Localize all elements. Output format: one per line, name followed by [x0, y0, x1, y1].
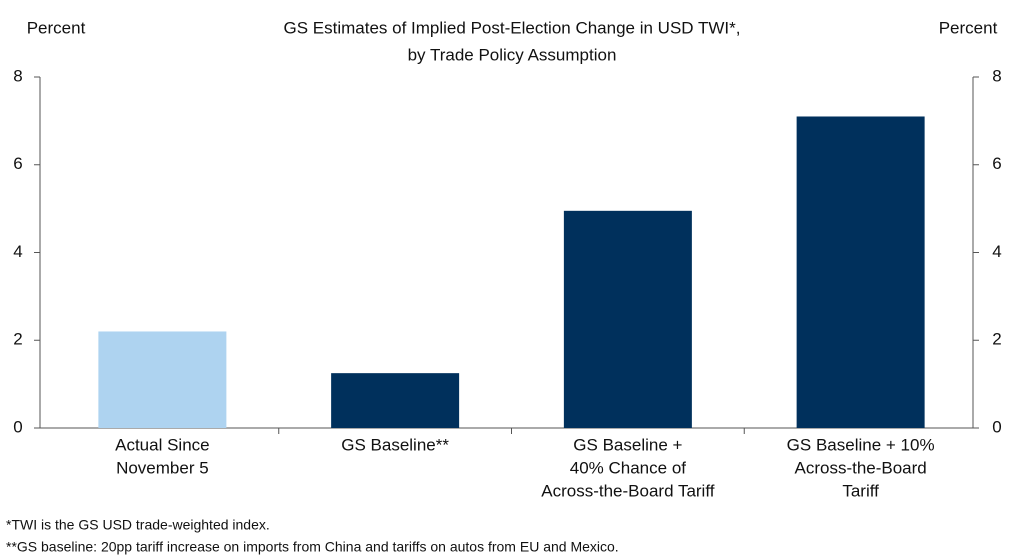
x-tick-label: GS Baseline + 10%: [787, 435, 935, 454]
x-tick-label: Across-the-Board Tariff: [541, 481, 714, 500]
y-tick-label: 6: [13, 154, 22, 173]
x-tick-label: GS Baseline**: [341, 435, 449, 454]
y-tick-label: 2: [13, 330, 22, 349]
chart-title: by Trade Policy Assumption: [408, 45, 617, 64]
y2-tick-label: 0: [992, 417, 1001, 436]
y2-tick-label: 6: [992, 154, 1001, 173]
bar: [331, 373, 460, 428]
chart-title: GS Estimates of Implied Post-Election Ch…: [284, 18, 741, 37]
y-tick-label: 4: [13, 242, 22, 261]
y2-tick-label: 8: [992, 66, 1001, 85]
y2-tick-label: 2: [992, 330, 1001, 349]
x-tick-label: Actual Since: [115, 435, 210, 454]
y-tick-label: 0: [13, 417, 22, 436]
bar: [563, 210, 692, 428]
y-tick-label: 8: [13, 66, 22, 85]
y-axis-label: Percent: [27, 18, 86, 37]
y2-axis-label: Percent: [939, 18, 998, 37]
x-tick-label: GS Baseline +: [573, 435, 682, 454]
footnote: **GS baseline: 20pp tariff increase on i…: [6, 539, 619, 555]
x-tick-label: 40% Chance of: [570, 458, 687, 477]
bar: [98, 331, 227, 428]
footnote: *TWI is the GS USD trade-weighted index.: [6, 517, 270, 533]
y2-tick-label: 4: [992, 242, 1001, 261]
x-tick-label: Tariff: [842, 481, 879, 500]
x-tick-label: November 5: [116, 458, 209, 477]
x-tick-label: Across-the-Board: [794, 458, 926, 477]
bar: [796, 116, 925, 429]
